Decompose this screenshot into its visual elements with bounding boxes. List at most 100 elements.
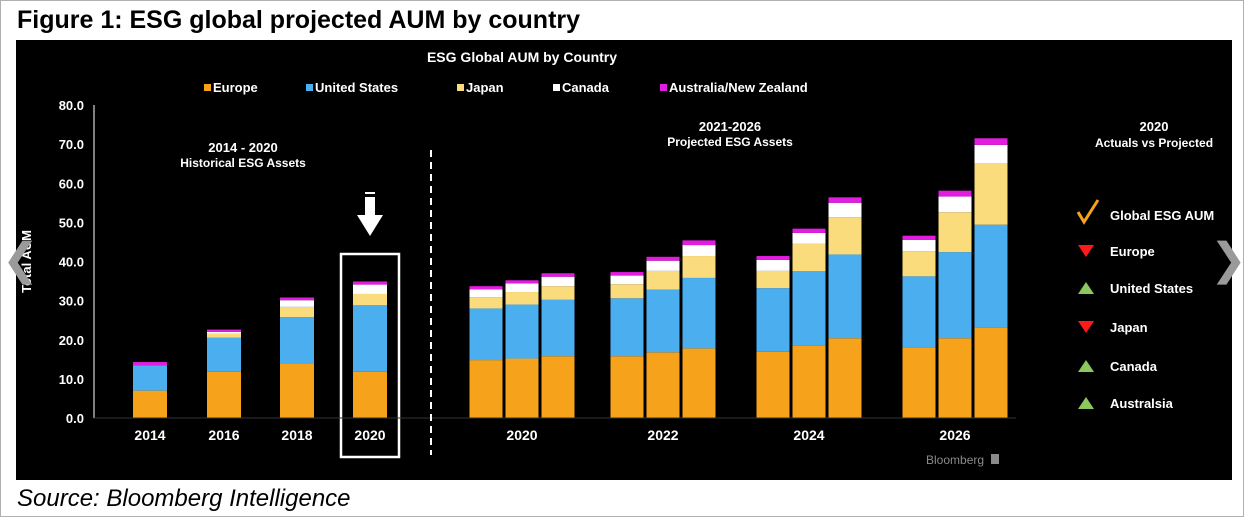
avp-title: Actuals vs Projected xyxy=(1095,136,1213,150)
y-tick-label-7: 70.0 xyxy=(59,137,84,152)
bar-2020-4-1-europe xyxy=(505,358,539,418)
y-tick-label-0: 0.0 xyxy=(66,411,84,426)
figure-title: Figure 1: ESG global projected AUM by co… xyxy=(17,6,581,34)
bar-2020-4-0-europe xyxy=(469,360,503,418)
bar-2016-1-0-japan xyxy=(207,333,241,338)
bar-2024-6-2-australia-new-zealand xyxy=(828,197,862,203)
bar-2020-3-0-united-states xyxy=(353,305,387,372)
y-tick-label-6: 60.0 xyxy=(59,176,84,191)
bar-2020-3-0-canada xyxy=(353,284,387,294)
avp-item-label-3: Japan xyxy=(1110,320,1148,335)
legend-label-4: Australia/New Zealand xyxy=(669,80,808,95)
triangle-up-icon-5 xyxy=(1078,397,1094,409)
legend-swatch-0 xyxy=(204,84,211,91)
bar-2016-1-0-canada xyxy=(207,331,241,334)
bar-2024-6-0-australia-new-zealand xyxy=(756,256,790,260)
bar-2020-3-0-australia-new-zealand xyxy=(353,281,387,285)
bar-2026-7-0-japan xyxy=(902,251,936,277)
bar-2014-0-0-united-states xyxy=(133,365,167,391)
bar-2022-5-0-australia-new-zealand xyxy=(610,272,644,276)
bar-2022-5-1-japan xyxy=(646,270,680,290)
bar-2024-6-0-canada xyxy=(756,259,790,271)
bar-2020-4-2-australia-new-zealand xyxy=(541,273,575,277)
bar-2020-4-0-canada xyxy=(469,289,503,298)
bar-2022-5-1-united-states xyxy=(646,289,680,353)
arrow-down-icon xyxy=(357,215,383,236)
bar-2016-1-0-united-states xyxy=(207,337,241,372)
bar-2024-6-0-japan xyxy=(756,270,790,289)
legend-label-0: Europe xyxy=(213,80,258,95)
bar-2022-5-1-australia-new-zealand xyxy=(646,256,680,261)
bar-2022-5-0-united-states xyxy=(610,298,644,357)
y-tick-label-8: 80.0 xyxy=(59,98,84,113)
bar-2020-4-1-united-states xyxy=(505,304,539,359)
bar-2024-6-1-australia-new-zealand xyxy=(792,228,826,233)
chevron-right-icon[interactable]: ❯ xyxy=(1210,235,1244,284)
bar-2020-4-0-united-states xyxy=(469,308,503,361)
bar-2026-7-1-europe xyxy=(938,338,972,418)
bar-2016-1-0-europe xyxy=(207,371,241,418)
historical-range-label: 2014 - 2020 xyxy=(208,140,277,155)
bar-2024-6-2-canada xyxy=(828,202,862,218)
bar-2022-5-0-canada xyxy=(610,275,644,285)
bar-2024-6-2-europe xyxy=(828,338,862,418)
bar-2022-5-2-europe xyxy=(682,348,716,418)
legend-label-2: Japan xyxy=(466,80,504,95)
x-tick-label-7: 2026 xyxy=(939,427,970,443)
bar-2022-5-2-canada xyxy=(682,245,716,257)
bar-2022-5-1-canada xyxy=(646,260,680,271)
bar-2018-2-0-canada xyxy=(280,300,314,307)
bar-2026-7-2-australia-new-zealand xyxy=(974,138,1008,145)
y-tick-label-5: 50.0 xyxy=(59,215,84,230)
brand-icon xyxy=(991,454,999,464)
triangle-up-icon-2 xyxy=(1078,282,1094,294)
bar-2026-7-1-canada xyxy=(938,196,972,213)
historical-caption: Historical ESG Assets xyxy=(180,156,306,170)
bar-2026-7-0-australia-new-zealand xyxy=(902,235,936,240)
highlight-box xyxy=(339,252,401,459)
bar-2014-0-0-europe xyxy=(133,390,167,418)
check-icon xyxy=(1076,199,1100,225)
bar-2014-0-0-australia-new-zealand xyxy=(133,362,167,366)
bar-2022-5-1-europe xyxy=(646,352,680,418)
bar-2024-6-2-japan xyxy=(828,217,862,255)
bar-2016-1-0-australia-new-zealand xyxy=(207,329,241,332)
bar-2026-7-1-australia-new-zealand xyxy=(938,190,972,197)
bar-2018-2-0-japan xyxy=(280,306,314,318)
legend-swatch-3 xyxy=(553,84,560,91)
x-tick-label-3: 2020 xyxy=(354,427,385,443)
bar-2026-7-1-united-states xyxy=(938,252,972,339)
bar-2020-4-1-canada xyxy=(505,283,539,293)
brand-watermark: Bloomberg xyxy=(926,453,984,467)
x-tick-label-0: 2014 xyxy=(134,427,165,443)
bar-2024-6-0-united-states xyxy=(756,288,790,352)
bar-2024-6-1-canada xyxy=(792,232,826,244)
bar-2024-6-2-united-states xyxy=(828,254,862,339)
x-tick-label-2: 2018 xyxy=(281,427,312,443)
bar-2020-4-2-europe xyxy=(541,356,575,418)
bar-2022-5-2-japan xyxy=(682,256,716,278)
bar-2022-5-0-japan xyxy=(610,284,644,299)
bar-2020-4-0-japan xyxy=(469,297,503,309)
bar-2022-5-0-europe xyxy=(610,356,644,418)
avp-item-label-4: Canada xyxy=(1110,359,1158,374)
bar-2026-7-2-canada xyxy=(974,144,1008,164)
legend-label-1: United States xyxy=(315,80,398,95)
legend-swatch-1 xyxy=(306,84,313,91)
legend-label-3: Canada xyxy=(562,80,610,95)
bar-2026-7-2-europe xyxy=(974,327,1008,418)
bar-2020-4-1-japan xyxy=(505,292,539,305)
esg-aum-chart: ESG Global AUM by Country Europe United St… xyxy=(19,49,1214,467)
y-tick-label-1: 10.0 xyxy=(59,372,84,387)
legend-swatch-2 xyxy=(457,84,464,91)
bar-2018-2-0-europe xyxy=(280,364,314,418)
chevron-left-icon[interactable]: ❮ xyxy=(2,235,39,284)
bar-2018-2-0-united-states xyxy=(280,317,314,365)
source-note: Source: Bloomberg Intelligence xyxy=(17,485,351,512)
bar-2020-4-2-united-states xyxy=(541,299,575,357)
avp-item-label-1: Europe xyxy=(1110,244,1155,259)
bar-2026-7-2-united-states xyxy=(974,224,1008,328)
y-tick-label-3: 30.0 xyxy=(59,294,84,309)
arrow-down-icon-stem xyxy=(365,197,375,215)
triangle-up-icon-4 xyxy=(1078,360,1094,372)
